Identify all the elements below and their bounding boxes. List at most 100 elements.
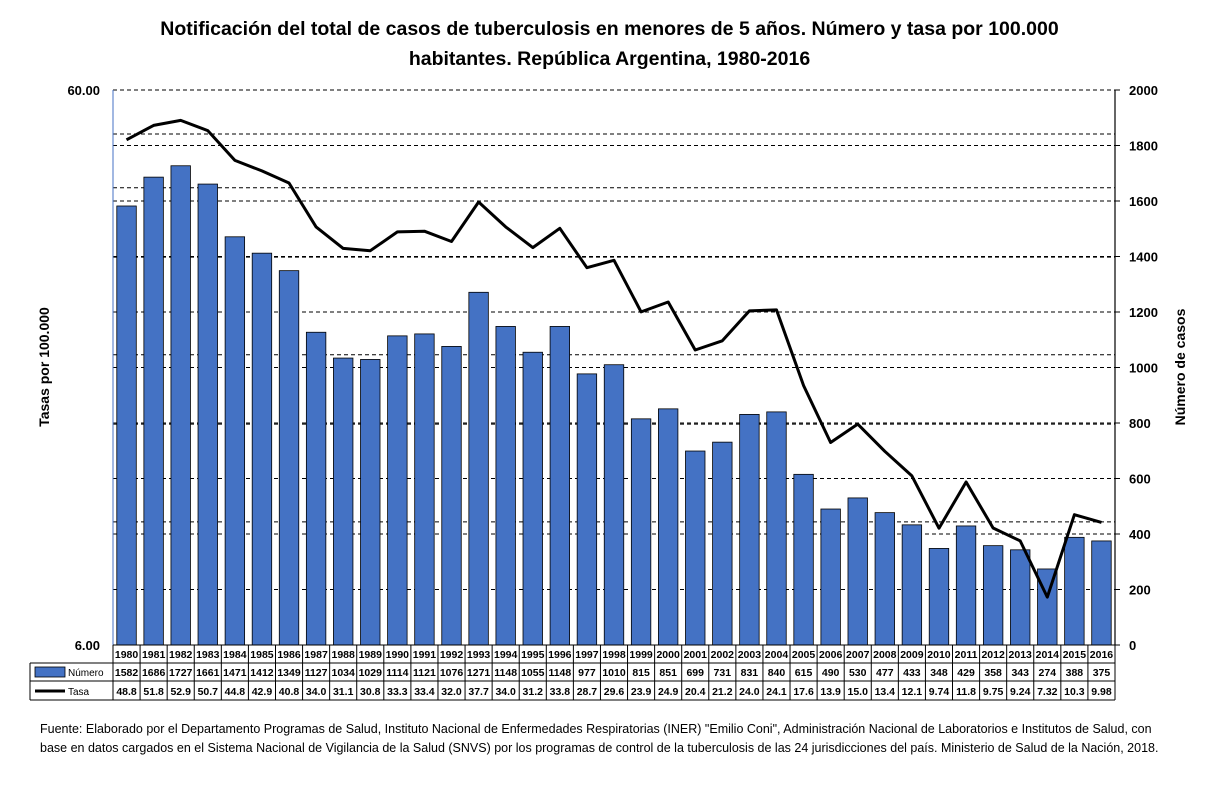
bar-2012	[982, 545, 1004, 646]
x-tick-label: 1989	[359, 649, 383, 661]
bar-2008	[874, 512, 895, 646]
data-label-numero: 831	[741, 667, 759, 679]
x-tick-label: 1990	[386, 649, 410, 661]
data-label-tasa: 51.8	[143, 686, 164, 698]
x-tick-label: 1988	[332, 649, 356, 661]
chart-canvas: 60.006.002000180016001400120010008006004…	[29, 83, 1188, 701]
data-label-tasa: 28.7	[577, 686, 598, 698]
x-tick-label: 1982	[169, 649, 193, 661]
data-label-tasa: 37.7	[468, 686, 489, 698]
data-label-numero: 490	[822, 667, 840, 679]
data-label-numero: 731	[714, 667, 732, 679]
legend-swatch-numero	[34, 666, 66, 678]
x-tick-label: 1994	[494, 649, 518, 661]
bar-2002	[712, 441, 733, 646]
x-tick-label: 1980	[115, 649, 139, 661]
x-tick-label: 1995	[521, 649, 545, 661]
y-axis-right-title: Número de casos	[1172, 308, 1188, 425]
bar-1997	[576, 373, 598, 646]
bar-1999	[630, 418, 652, 646]
x-tick-label: 2005	[792, 649, 816, 661]
x-tick-label: 2009	[900, 649, 924, 661]
y-right-tick-label: 1600	[1129, 194, 1158, 209]
data-label-numero: 1121	[413, 667, 436, 679]
data-label-numero: 1349	[277, 667, 301, 679]
data-label-tasa: 24.9	[658, 686, 679, 698]
bar-2000	[658, 408, 679, 646]
bar-2003	[739, 413, 760, 646]
data-label-numero: 1271	[467, 667, 491, 679]
bar-1981	[143, 176, 164, 646]
x-tick-label: 2012	[981, 649, 1005, 661]
data-label-tasa: 9.98	[1091, 686, 1112, 698]
x-tick-label: 2000	[656, 649, 680, 661]
bar-1983	[197, 183, 218, 646]
x-tick-label: 1987	[304, 649, 328, 661]
x-tick-label: 2008	[873, 649, 897, 661]
data-label-tasa: 32.0	[441, 686, 462, 698]
data-label-tasa: 7.32	[1037, 686, 1058, 698]
data-label-tasa: 23.9	[631, 686, 652, 698]
line-tasa	[125, 118, 1102, 599]
data-label-numero: 1582	[115, 667, 139, 679]
chart-title-line-1: Notificación del total de casos de tuber…	[160, 18, 1059, 40]
x-tick-label: 1997	[575, 649, 599, 661]
data-label-tasa: 9.24	[1010, 686, 1031, 698]
data-label-numero: 1727	[169, 667, 193, 679]
data-label-tasa: 9.74	[929, 686, 950, 698]
data-label-numero: 274	[1039, 667, 1057, 679]
data-label-numero: 388	[1066, 667, 1084, 679]
data-label-numero: 1686	[142, 667, 166, 679]
data-label-numero: 1127	[305, 667, 328, 679]
x-tick-label: 2004	[765, 649, 789, 661]
data-label-tasa: 40.8	[279, 686, 300, 698]
data-label-numero: 1055	[521, 667, 545, 679]
bar-1989	[360, 359, 381, 646]
x-tick-label: 2011	[955, 649, 978, 661]
chart-title: Notificación del total de casos de tuber…	[0, 14, 1219, 74]
legend-label-numero: Número	[68, 668, 104, 679]
y-right-tick-label: 600	[1129, 472, 1151, 487]
data-table: 1980 1981 1982 1983 1984 1985 1986 1987 1988 1989…	[29, 644, 1116, 701]
bar-1993	[468, 291, 489, 646]
bar-2016	[1091, 540, 1112, 646]
y-left-tick-label: 60.00	[67, 83, 100, 98]
data-label-numero: 429	[957, 667, 975, 679]
x-tick-label: 1999	[629, 649, 653, 661]
data-label-tasa: 44.8	[225, 686, 246, 698]
bar-1996	[549, 326, 570, 646]
x-tick-label: 2002	[711, 649, 735, 661]
data-label-numero: 1148	[548, 667, 571, 679]
x-tick-label: 2007	[846, 649, 870, 661]
data-label-numero: 1029	[359, 667, 383, 679]
data-label-numero: 1661	[196, 667, 220, 679]
series-line-tasa	[125, 118, 1102, 599]
data-label-numero: 840	[768, 667, 786, 679]
data-label-tasa: 30.8	[360, 686, 381, 698]
bar-1990	[387, 335, 408, 646]
chart-title-line-2: habitantes. República Argentina, 1980-20…	[408, 48, 811, 70]
x-tick-label: 2013	[1009, 649, 1033, 661]
y-right-tick-label: 1400	[1129, 250, 1158, 265]
data-label-numero: 477	[876, 667, 894, 679]
bar-2010	[928, 548, 950, 646]
x-tick-label: 1991	[413, 649, 437, 661]
data-label-tasa: 12.1	[902, 686, 923, 698]
bar-1991	[414, 333, 435, 646]
legend-label-tasa: Tasa	[68, 687, 90, 698]
bar-2001	[685, 450, 706, 646]
x-tick-label: 1985	[250, 649, 274, 661]
x-tick-label: 2001	[684, 649, 708, 661]
bar-1980	[116, 205, 137, 646]
data-label-tasa: 31.2	[523, 686, 544, 698]
x-tick-label: 1984	[223, 649, 247, 661]
data-label-numero: 433	[903, 667, 921, 679]
x-tick-label: 2003	[738, 649, 762, 661]
x-tick-label: 2014	[1036, 649, 1060, 661]
bar-1985	[251, 252, 273, 646]
data-label-numero: 358	[984, 667, 1002, 679]
data-label-tasa: 13.9	[820, 686, 841, 698]
x-tick-label: 1993	[467, 649, 491, 661]
y-right-tick-label: 400	[1129, 527, 1151, 542]
data-label-numero: 530	[849, 667, 867, 679]
